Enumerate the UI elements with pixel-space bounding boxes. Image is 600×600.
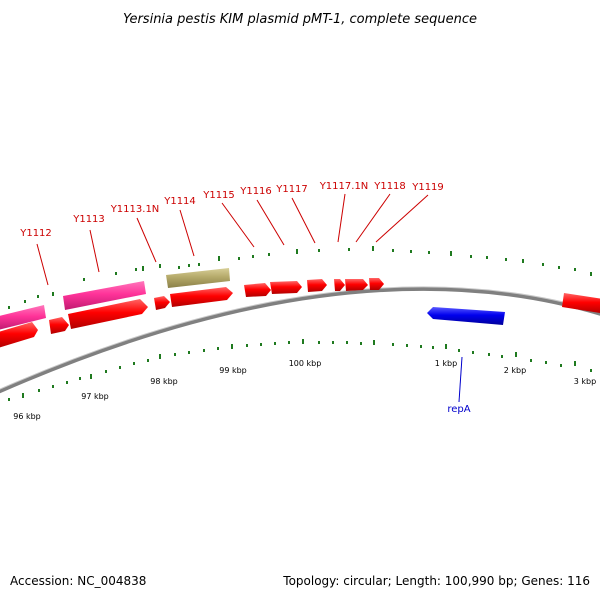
gene-arrow[interactable] — [170, 287, 233, 307]
gene-arrow[interactable] — [307, 279, 327, 292]
accession-label: Accession: NC_004838 — [10, 574, 147, 588]
tick-label: 2 kbp — [504, 366, 526, 375]
gene-label-y1113-1n[interactable]: Y1113.1N — [110, 204, 160, 215]
repa-leader — [458, 356, 463, 403]
gene-labels: Y1112 Y1113 Y1113.1N Y1114 Y1115 Y1116 Y… — [19, 181, 444, 239]
tick-label: 99 kbp — [219, 366, 247, 375]
gene-lane-inner — [0, 278, 600, 348]
gene-label-y1115[interactable]: Y1115 — [202, 190, 235, 201]
gene-label-y1118[interactable]: Y1118 — [373, 181, 406, 192]
tick-label: 1 kbp — [435, 359, 457, 368]
gene-arrow[interactable] — [244, 283, 271, 297]
plasmid-backbone — [0, 286, 600, 394]
gene-arrow[interactable] — [270, 281, 302, 294]
gene-label-y1112[interactable]: Y1112 — [19, 228, 52, 239]
tick-label: 97 kbp — [81, 392, 109, 401]
plasmid-backbone-highlight — [0, 286, 600, 390]
pseudo-gene[interactable] — [63, 281, 146, 310]
gene-arrow[interactable] — [334, 279, 345, 291]
gene-lane-outer — [0, 268, 230, 330]
tick-label: 3 kbp — [574, 377, 596, 386]
gene-label-y1119[interactable]: Y1119 — [411, 182, 444, 193]
gene-label-leaders — [36, 193, 429, 286]
gene-arrow[interactable] — [154, 296, 170, 310]
other-feature[interactable] — [166, 268, 230, 288]
gene-label-repa[interactable]: repA — [447, 404, 470, 415]
gene-label-y1113[interactable]: Y1113 — [72, 214, 105, 225]
tick-marks-outer — [8, 246, 592, 309]
gene-arrow[interactable] — [49, 317, 69, 334]
gene-arrow[interactable] — [369, 278, 384, 290]
topology-summary: Topology: circular; Length: 100,990 bp; … — [283, 574, 590, 588]
gene-label-y1114[interactable]: Y1114 — [163, 196, 196, 207]
tick-label: 96 kbp — [13, 412, 41, 421]
gene-label-y1116[interactable]: Y1116 — [239, 186, 272, 197]
gene-arrow-reverse[interactable] — [427, 307, 505, 325]
gene-arrow[interactable] — [345, 279, 368, 291]
tick-label: 100 kbp — [289, 359, 322, 368]
tick-marks-inner — [8, 339, 592, 401]
pseudo-gene[interactable] — [0, 305, 46, 330]
gene-arrow[interactable] — [68, 299, 148, 329]
tick-label: 98 kbp — [150, 377, 178, 386]
gene-label-y1117-1n[interactable]: Y1117.1N — [319, 181, 369, 192]
gene-label-y1117[interactable]: Y1117 — [275, 184, 308, 195]
gene-arrow[interactable] — [562, 293, 600, 314]
map-title: Yersinia pestis KIM plasmid pMT-1, compl… — [123, 12, 477, 27]
gene-arrow[interactable] — [0, 322, 38, 348]
